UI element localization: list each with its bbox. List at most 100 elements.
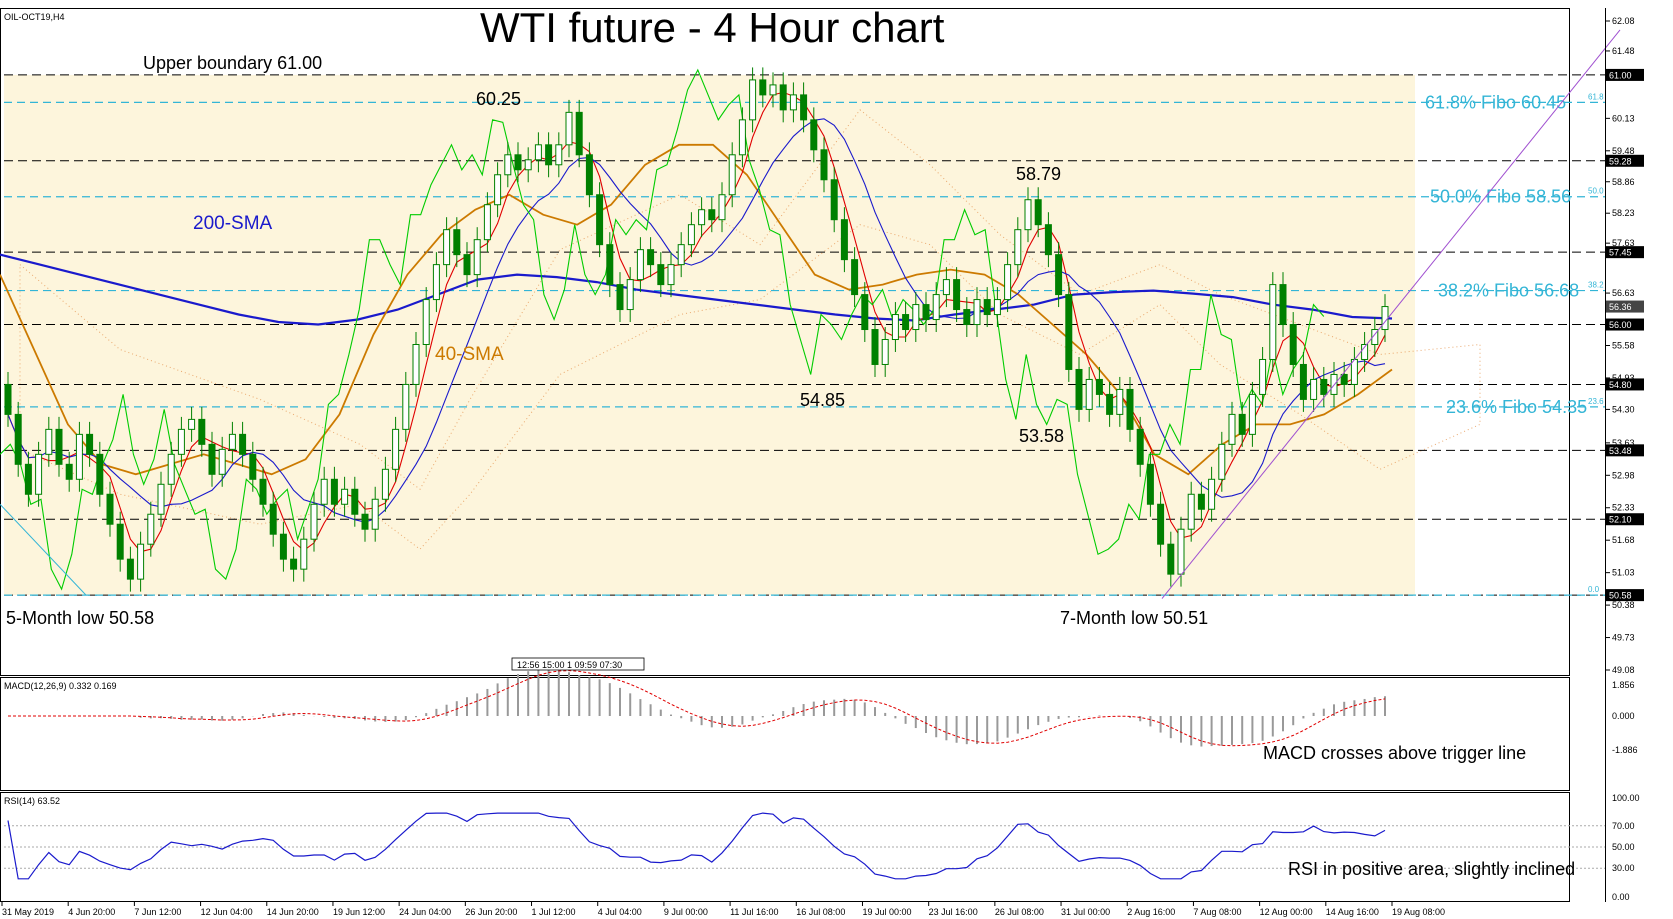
rising-trendline (1161, 29, 1621, 599)
current-price-tag (1606, 300, 1644, 313)
fibo-tag: 61.8 (1588, 92, 1604, 101)
candle-body (667, 264, 675, 286)
low7m-label: 7-Month low 50.51 (1060, 608, 1208, 628)
candle-body (1055, 254, 1063, 296)
candle-body (65, 463, 73, 480)
time-tick-label: 12 Jun 04:00 (201, 907, 253, 917)
candle-body (545, 144, 553, 166)
price-tick-label: 52.33 (1612, 503, 1635, 513)
sma200-line (0, 253, 1393, 326)
candle-body (973, 299, 981, 326)
candle-body (96, 453, 104, 495)
candle-body (932, 294, 940, 321)
candle-body (1218, 443, 1226, 480)
upper-boundary-label: Upper boundary 61.00 (143, 53, 322, 73)
candle-body (381, 468, 389, 500)
price-tick-label: 58.86 (1612, 177, 1635, 187)
candle-body (218, 448, 226, 475)
candle-body (606, 244, 614, 286)
price-tick-label: 52.98 (1612, 470, 1635, 480)
candle-body (1044, 224, 1052, 256)
trough1-label: 54.85 (800, 390, 845, 410)
fibo-tag: 0.0 (1588, 585, 1600, 594)
price-tick-label: 56.63 (1612, 288, 1635, 298)
candle-body (137, 543, 145, 580)
candle-body (453, 229, 461, 256)
candle-body (1259, 358, 1267, 395)
peak1-label: 60.25 (476, 89, 521, 109)
candle-body (769, 84, 777, 96)
candle-body (1065, 294, 1073, 370)
highlight-zone (4, 74, 1415, 596)
fibo-label: 23.6% Fibo 54.35 (1446, 397, 1587, 417)
price-tick-label: 57.63 (1612, 238, 1635, 248)
candle-body (820, 149, 828, 181)
candle-body (953, 279, 961, 311)
candle-body (1085, 378, 1093, 410)
candle-body (330, 478, 338, 505)
price-tick-label: 62.08 (1612, 16, 1635, 26)
falling-trendline (0, 503, 87, 596)
rsi-tick-label: 0.00 (1612, 892, 1630, 902)
level-tag-text: 57.45 (1609, 248, 1632, 258)
candle-body (1361, 344, 1369, 360)
rsi-note: RSI in positive area, slightly inclined (1288, 859, 1575, 879)
candle-body (463, 254, 471, 276)
trendlines (0, 29, 1621, 599)
price-tick-label: 59.48 (1612, 146, 1635, 156)
time-tick-label: 4 Jul 04:00 (598, 907, 642, 917)
candle-body (840, 219, 848, 261)
time-tick-label: 23 Jul 16:00 (929, 907, 978, 917)
candle-body (1197, 493, 1205, 510)
candle-body (687, 224, 695, 246)
symbol-label: OIL-OCT19,H4 (4, 12, 65, 22)
rsi-tick-label: 50.00 (1612, 842, 1635, 852)
time-tick-label: 14 Jun 20:00 (267, 907, 319, 917)
candle-body (1004, 264, 1012, 301)
time-tick-label: 7 Jun 12:00 (134, 907, 181, 917)
time-tick-label: 7 Aug 08:00 (1193, 907, 1241, 917)
level-tag-text: 50.58 (1609, 591, 1632, 601)
rsi-tick-label: 70.00 (1612, 821, 1635, 831)
candle-body (759, 79, 767, 96)
rsi-header: RSI(14) 63.52 (4, 796, 60, 806)
indicator-lines (0, 68, 1393, 591)
peak2-label: 58.79 (1016, 164, 1061, 184)
candle-body (677, 244, 685, 266)
candle-body (1116, 388, 1124, 415)
fibo-tag: 38.2 (1588, 281, 1604, 290)
candle-body (555, 144, 563, 166)
candle-body (300, 538, 308, 570)
level-tag-text: 52.10 (1609, 515, 1632, 525)
candle-body (483, 204, 491, 241)
chart-title: WTI future - 4 Hour chart (480, 4, 945, 51)
candle-body (504, 154, 512, 176)
price-tick-label: 60.13 (1612, 113, 1635, 123)
level-tag-text: 53.48 (1609, 446, 1632, 456)
candle-body (402, 383, 410, 430)
scroll-box[interactable] (511, 657, 645, 671)
candle-body (269, 503, 277, 535)
candle-body (1014, 229, 1022, 266)
rsi-line (7, 812, 1386, 880)
candle-body (1320, 378, 1328, 395)
candle-body (902, 314, 910, 331)
level-tag (1606, 68, 1644, 81)
time-tick-label: 14 Aug 16:00 (1326, 907, 1379, 917)
candle-body (749, 79, 757, 121)
candle-body (147, 513, 155, 545)
kijun-line (7, 118, 1386, 523)
candle-body (871, 329, 879, 365)
level-tag-text: 61.00 (1609, 70, 1632, 80)
candle-body (1075, 368, 1083, 410)
candle-body (565, 111, 573, 146)
candle-body (626, 279, 634, 311)
candle-body (585, 154, 593, 196)
candle-body (636, 249, 644, 281)
current-price-text: 56.36 (1609, 302, 1632, 312)
candle-body (1238, 413, 1246, 435)
rsi-tick-label: 100.00 (1612, 793, 1640, 803)
candle-body (126, 558, 134, 580)
candle-body (1126, 388, 1134, 430)
